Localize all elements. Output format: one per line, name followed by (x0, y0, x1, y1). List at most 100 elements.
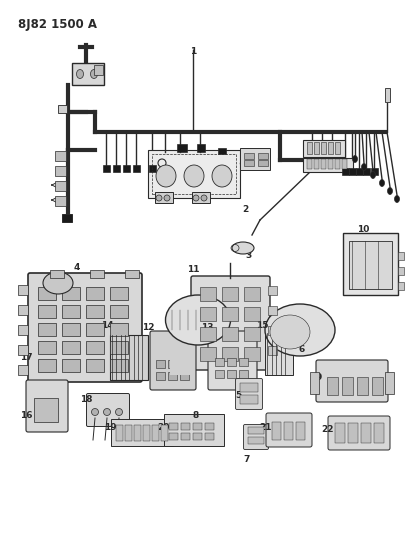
Bar (244, 287, 260, 301)
Ellipse shape (91, 408, 98, 416)
Ellipse shape (370, 172, 375, 179)
Bar (55, 151, 66, 161)
Bar (239, 358, 248, 366)
Bar (62, 305, 80, 318)
Text: 18: 18 (80, 395, 92, 405)
Bar (321, 142, 326, 154)
Bar (200, 347, 216, 361)
Bar (62, 323, 80, 336)
Ellipse shape (43, 272, 73, 294)
Text: 15: 15 (256, 320, 268, 329)
Bar (38, 305, 56, 318)
Bar (398, 252, 404, 260)
Bar (258, 153, 268, 159)
Bar (125, 270, 139, 278)
Bar (205, 433, 214, 440)
Bar (18, 285, 28, 295)
Bar (38, 323, 56, 336)
Ellipse shape (115, 408, 122, 416)
Ellipse shape (201, 195, 207, 201)
Bar (18, 345, 28, 355)
Bar (55, 181, 66, 191)
Bar (349, 241, 392, 289)
Ellipse shape (104, 408, 111, 416)
Ellipse shape (270, 315, 310, 349)
Bar (342, 377, 353, 395)
Bar (268, 306, 277, 315)
Bar (110, 305, 128, 318)
Bar (268, 346, 277, 355)
FancyBboxPatch shape (328, 416, 390, 450)
Ellipse shape (156, 195, 162, 201)
Bar (268, 286, 277, 295)
Bar (222, 287, 238, 301)
Ellipse shape (353, 156, 357, 163)
Bar (133, 165, 140, 172)
Bar (328, 142, 333, 154)
Bar (110, 323, 128, 336)
Bar (181, 423, 190, 430)
Bar (222, 307, 238, 321)
Bar (103, 165, 110, 172)
Bar (222, 347, 238, 361)
Bar (328, 159, 333, 169)
Bar (113, 165, 120, 172)
Bar (200, 307, 216, 321)
Text: 20: 20 (157, 424, 169, 432)
Bar (18, 365, 28, 375)
Ellipse shape (184, 165, 204, 187)
Bar (284, 422, 293, 440)
Bar (152, 425, 159, 441)
Ellipse shape (164, 195, 170, 201)
Bar (156, 360, 165, 368)
Bar (200, 327, 216, 341)
Bar (303, 158, 353, 172)
Bar (86, 341, 104, 354)
Bar (265, 333, 293, 375)
Text: 13: 13 (201, 324, 213, 333)
Bar (385, 372, 394, 394)
FancyBboxPatch shape (191, 276, 270, 370)
Bar (248, 427, 264, 434)
Bar (193, 423, 202, 430)
Bar (110, 341, 128, 354)
Bar (169, 423, 178, 430)
Bar (335, 423, 345, 443)
Bar (177, 144, 187, 152)
Bar (86, 359, 104, 372)
Text: 2: 2 (242, 206, 248, 214)
Bar (321, 159, 326, 169)
Text: 4: 4 (74, 263, 80, 272)
FancyBboxPatch shape (208, 331, 257, 390)
Bar (374, 423, 384, 443)
Bar (181, 433, 190, 440)
Ellipse shape (379, 180, 384, 187)
Bar (398, 282, 404, 290)
Bar (72, 63, 104, 85)
Bar (18, 325, 28, 335)
Text: 17: 17 (20, 353, 32, 362)
Bar (240, 148, 270, 170)
FancyBboxPatch shape (244, 424, 268, 449)
Bar (86, 305, 104, 318)
FancyBboxPatch shape (235, 378, 262, 409)
Bar (310, 372, 319, 394)
Bar (348, 423, 358, 443)
Bar (215, 358, 224, 366)
Ellipse shape (156, 165, 176, 187)
Bar (244, 160, 254, 166)
Bar (314, 159, 319, 169)
Bar (215, 370, 224, 378)
Bar (205, 423, 214, 430)
Text: 7: 7 (244, 456, 250, 464)
Bar (134, 425, 141, 441)
Bar (240, 383, 258, 392)
Text: 5: 5 (235, 391, 241, 400)
Bar (363, 168, 370, 175)
Bar (86, 287, 104, 300)
Bar (62, 341, 80, 354)
Bar (55, 166, 66, 176)
FancyBboxPatch shape (26, 380, 68, 432)
Bar (116, 425, 123, 441)
Ellipse shape (232, 242, 254, 254)
